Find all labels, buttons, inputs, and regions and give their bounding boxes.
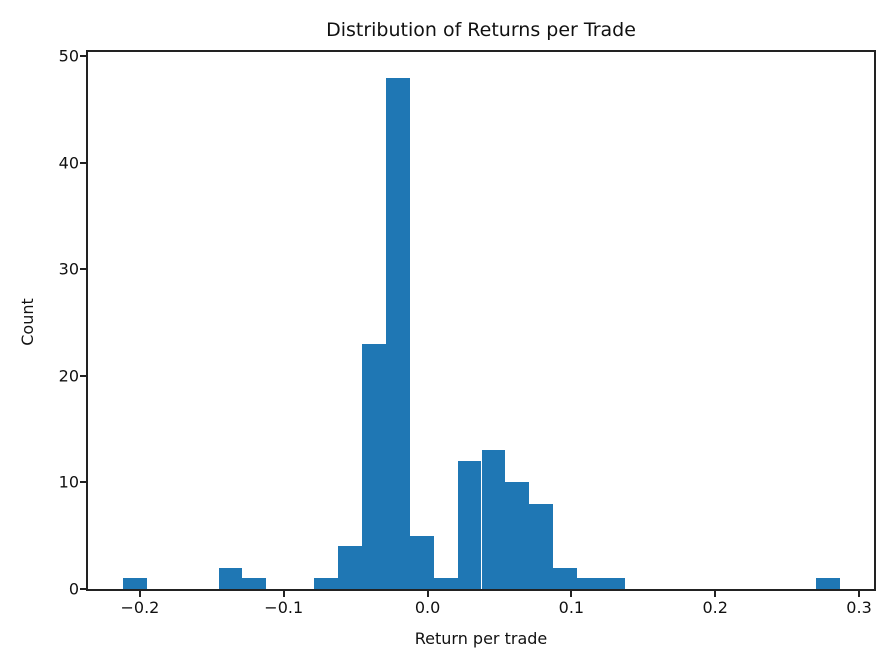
x-tick-mark xyxy=(426,591,429,597)
histogram-bar xyxy=(529,503,554,589)
histogram-bar xyxy=(361,343,386,589)
histogram-bar xyxy=(577,578,601,589)
y-tick-mark xyxy=(80,161,86,164)
histogram-bar xyxy=(338,546,362,589)
y-tick-label: 20 xyxy=(58,366,79,386)
histogram-bar xyxy=(409,535,434,589)
x-tick-mark xyxy=(282,591,285,597)
y-tick-mark xyxy=(80,268,86,271)
y-axis-label: Count xyxy=(18,298,37,346)
histogram-bar xyxy=(481,450,506,589)
x-tick-mark xyxy=(138,591,141,597)
x-tick-label: 0.3 xyxy=(846,598,872,617)
histogram-bar xyxy=(314,578,339,589)
histogram-bar xyxy=(122,578,147,589)
y-tick-label: 10 xyxy=(58,472,79,492)
x-tick-label: −0.1 xyxy=(264,598,304,617)
histogram-bar xyxy=(816,578,841,589)
histogram-bar xyxy=(457,461,482,589)
x-tick-mark xyxy=(714,591,717,597)
histogram-bar xyxy=(218,567,243,589)
x-tick-label: −0.2 xyxy=(120,598,160,617)
y-tick-mark xyxy=(80,588,86,590)
y-tick-label: 30 xyxy=(58,259,79,279)
y-tick-label: 50 xyxy=(58,46,79,66)
y-tick-label: 40 xyxy=(58,153,79,173)
histogram-bar xyxy=(242,578,267,589)
histogram-bar xyxy=(553,567,578,589)
y-tick-mark xyxy=(80,374,86,377)
x-tick-label: 0.1 xyxy=(558,598,585,617)
x-tick-label: 0.2 xyxy=(702,598,728,617)
x-tick-mark xyxy=(570,591,573,597)
x-axis-label: Return per trade xyxy=(414,629,548,648)
histogram-bar xyxy=(601,578,625,589)
y-tick-mark xyxy=(80,55,86,58)
histogram-bar xyxy=(505,482,530,589)
y-tick-label: 0 xyxy=(68,579,79,599)
chart-title: Distribution of Returns per Trade xyxy=(326,19,636,41)
histogram-bar xyxy=(433,578,458,589)
histogram-bar xyxy=(385,77,410,589)
y-tick-mark xyxy=(80,481,86,484)
x-tick-mark xyxy=(858,591,861,597)
plot-area: −0.2 −0.1 0.0 0.1 0.2 0.3 0 10 20 30 40 50 xyxy=(59,47,876,617)
x-tick-label: 0.0 xyxy=(414,598,441,617)
